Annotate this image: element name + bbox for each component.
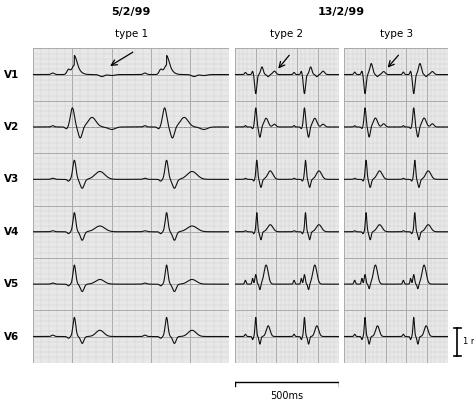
Text: V4: V4 (4, 227, 19, 237)
Text: type 1: type 1 (115, 29, 148, 39)
Text: type 3: type 3 (380, 29, 413, 39)
Text: V2: V2 (4, 122, 19, 132)
Text: V5: V5 (4, 279, 19, 289)
Text: V6: V6 (4, 332, 19, 341)
Text: V3: V3 (4, 174, 19, 184)
Text: 1 mV: 1 mV (463, 337, 474, 346)
Text: 5/2/99: 5/2/99 (111, 7, 151, 17)
Text: type 2: type 2 (270, 29, 303, 39)
Text: V1: V1 (4, 70, 19, 79)
Text: 13/2/99: 13/2/99 (318, 7, 365, 17)
Text: 500ms: 500ms (270, 391, 303, 401)
